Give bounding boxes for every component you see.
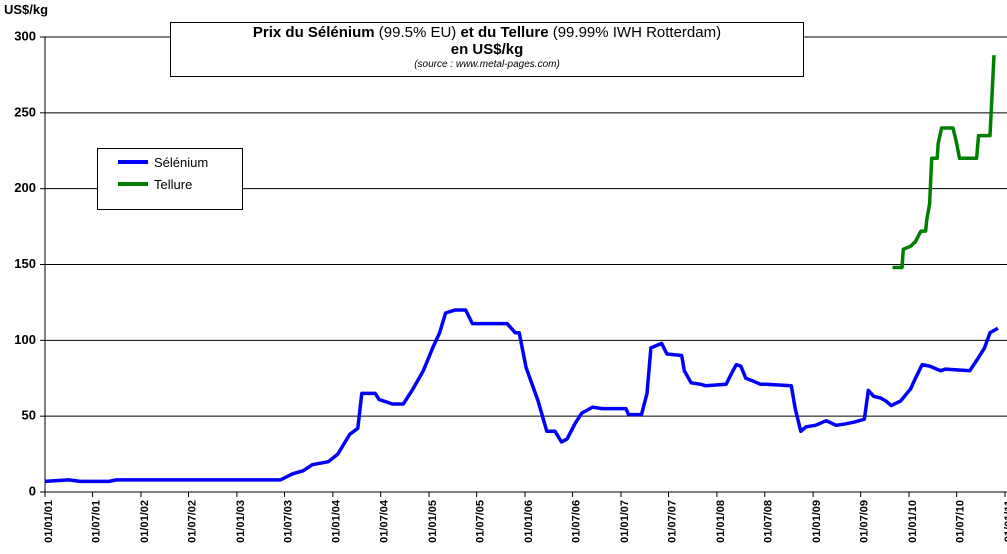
y-tick-label: 50 — [22, 408, 36, 423]
legend-swatch — [118, 160, 148, 164]
y-tick-label: 100 — [14, 332, 36, 347]
x-tick-label: 01/01/11 — [1003, 500, 1007, 542]
title-unit: en US$/kg — [171, 41, 803, 58]
title-part: et du Tellure — [460, 24, 548, 41]
x-tick-label: 01/07/08 — [763, 500, 775, 543]
title-part: (99.5% EU) — [379, 24, 457, 41]
x-tick-label: 01/07/01 — [90, 500, 102, 543]
page: {"chart_data": { "type": "line", "title_… — [0, 0, 1007, 554]
x-tick-label: 01/01/02 — [139, 500, 151, 543]
title: Prix du Sélénium (99.5% EU) et du Tellur… — [171, 24, 803, 41]
x-tick-label: 01/01/09 — [811, 500, 823, 543]
x-tick-label: 01/07/03 — [282, 500, 294, 543]
legend-swatch — [118, 182, 148, 186]
x-tick-label: 01/07/07 — [666, 500, 678, 543]
x-tick-label: 01/01/01 — [43, 500, 55, 543]
x-tick-label: 01/07/09 — [859, 500, 871, 543]
chart: US$/kg 0 50 100 150 200 250 300 01/01/01 01/07/0… — [0, 0, 1007, 554]
title-box: Prix du Sélénium (99.5% EU) et du Tellur… — [170, 22, 804, 77]
x-tick-label: 01/01/06 — [523, 500, 535, 543]
x-tick-label: 01/07/10 — [955, 500, 967, 543]
x-tick-label: 01/07/02 — [186, 500, 198, 543]
legend-item: Sélénium — [118, 153, 208, 171]
title-part: Prix du Sélénium — [253, 24, 375, 41]
x-tick-label: 01/07/05 — [475, 500, 487, 543]
x-tick-label: 01/01/03 — [235, 500, 247, 543]
legend: Sélénium Tellure — [97, 148, 243, 210]
data-line — [45, 310, 998, 481]
y-tick-label: 200 — [14, 180, 36, 195]
x-tick-label: 01/01/10 — [907, 500, 919, 543]
x-tick-label: 01/01/08 — [715, 500, 727, 543]
title-part: (99.99% IWH Rotterdam) — [553, 24, 721, 41]
x-tick-label: 01/01/05 — [427, 500, 439, 543]
source-note: (source : www.metal-pages.com) — [171, 58, 803, 71]
legend-item: Tellure — [118, 175, 192, 193]
y-tick-label: 0 — [29, 483, 36, 498]
y-tick-label: 150 — [14, 256, 36, 271]
x-tick-label: 01/01/07 — [619, 500, 631, 543]
y-tick-label: 250 — [14, 104, 36, 119]
y-tick-label: 300 — [14, 28, 36, 43]
x-tick-label: 01/07/04 — [379, 499, 391, 543]
x-tick-label: 01/07/06 — [570, 500, 582, 543]
x-tick-label: 01/01/04 — [331, 499, 343, 543]
y-axis-label: US$/kg — [4, 2, 48, 17]
legend-label: Sélénium — [154, 155, 208, 170]
data-line — [893, 55, 995, 267]
legend-label: Tellure — [154, 177, 192, 192]
